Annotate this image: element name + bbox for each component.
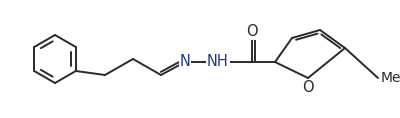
Text: O: O <box>302 80 314 95</box>
Text: O: O <box>246 25 258 40</box>
Text: Me: Me <box>381 71 400 85</box>
Text: N: N <box>180 55 190 70</box>
Text: NH: NH <box>207 55 229 70</box>
